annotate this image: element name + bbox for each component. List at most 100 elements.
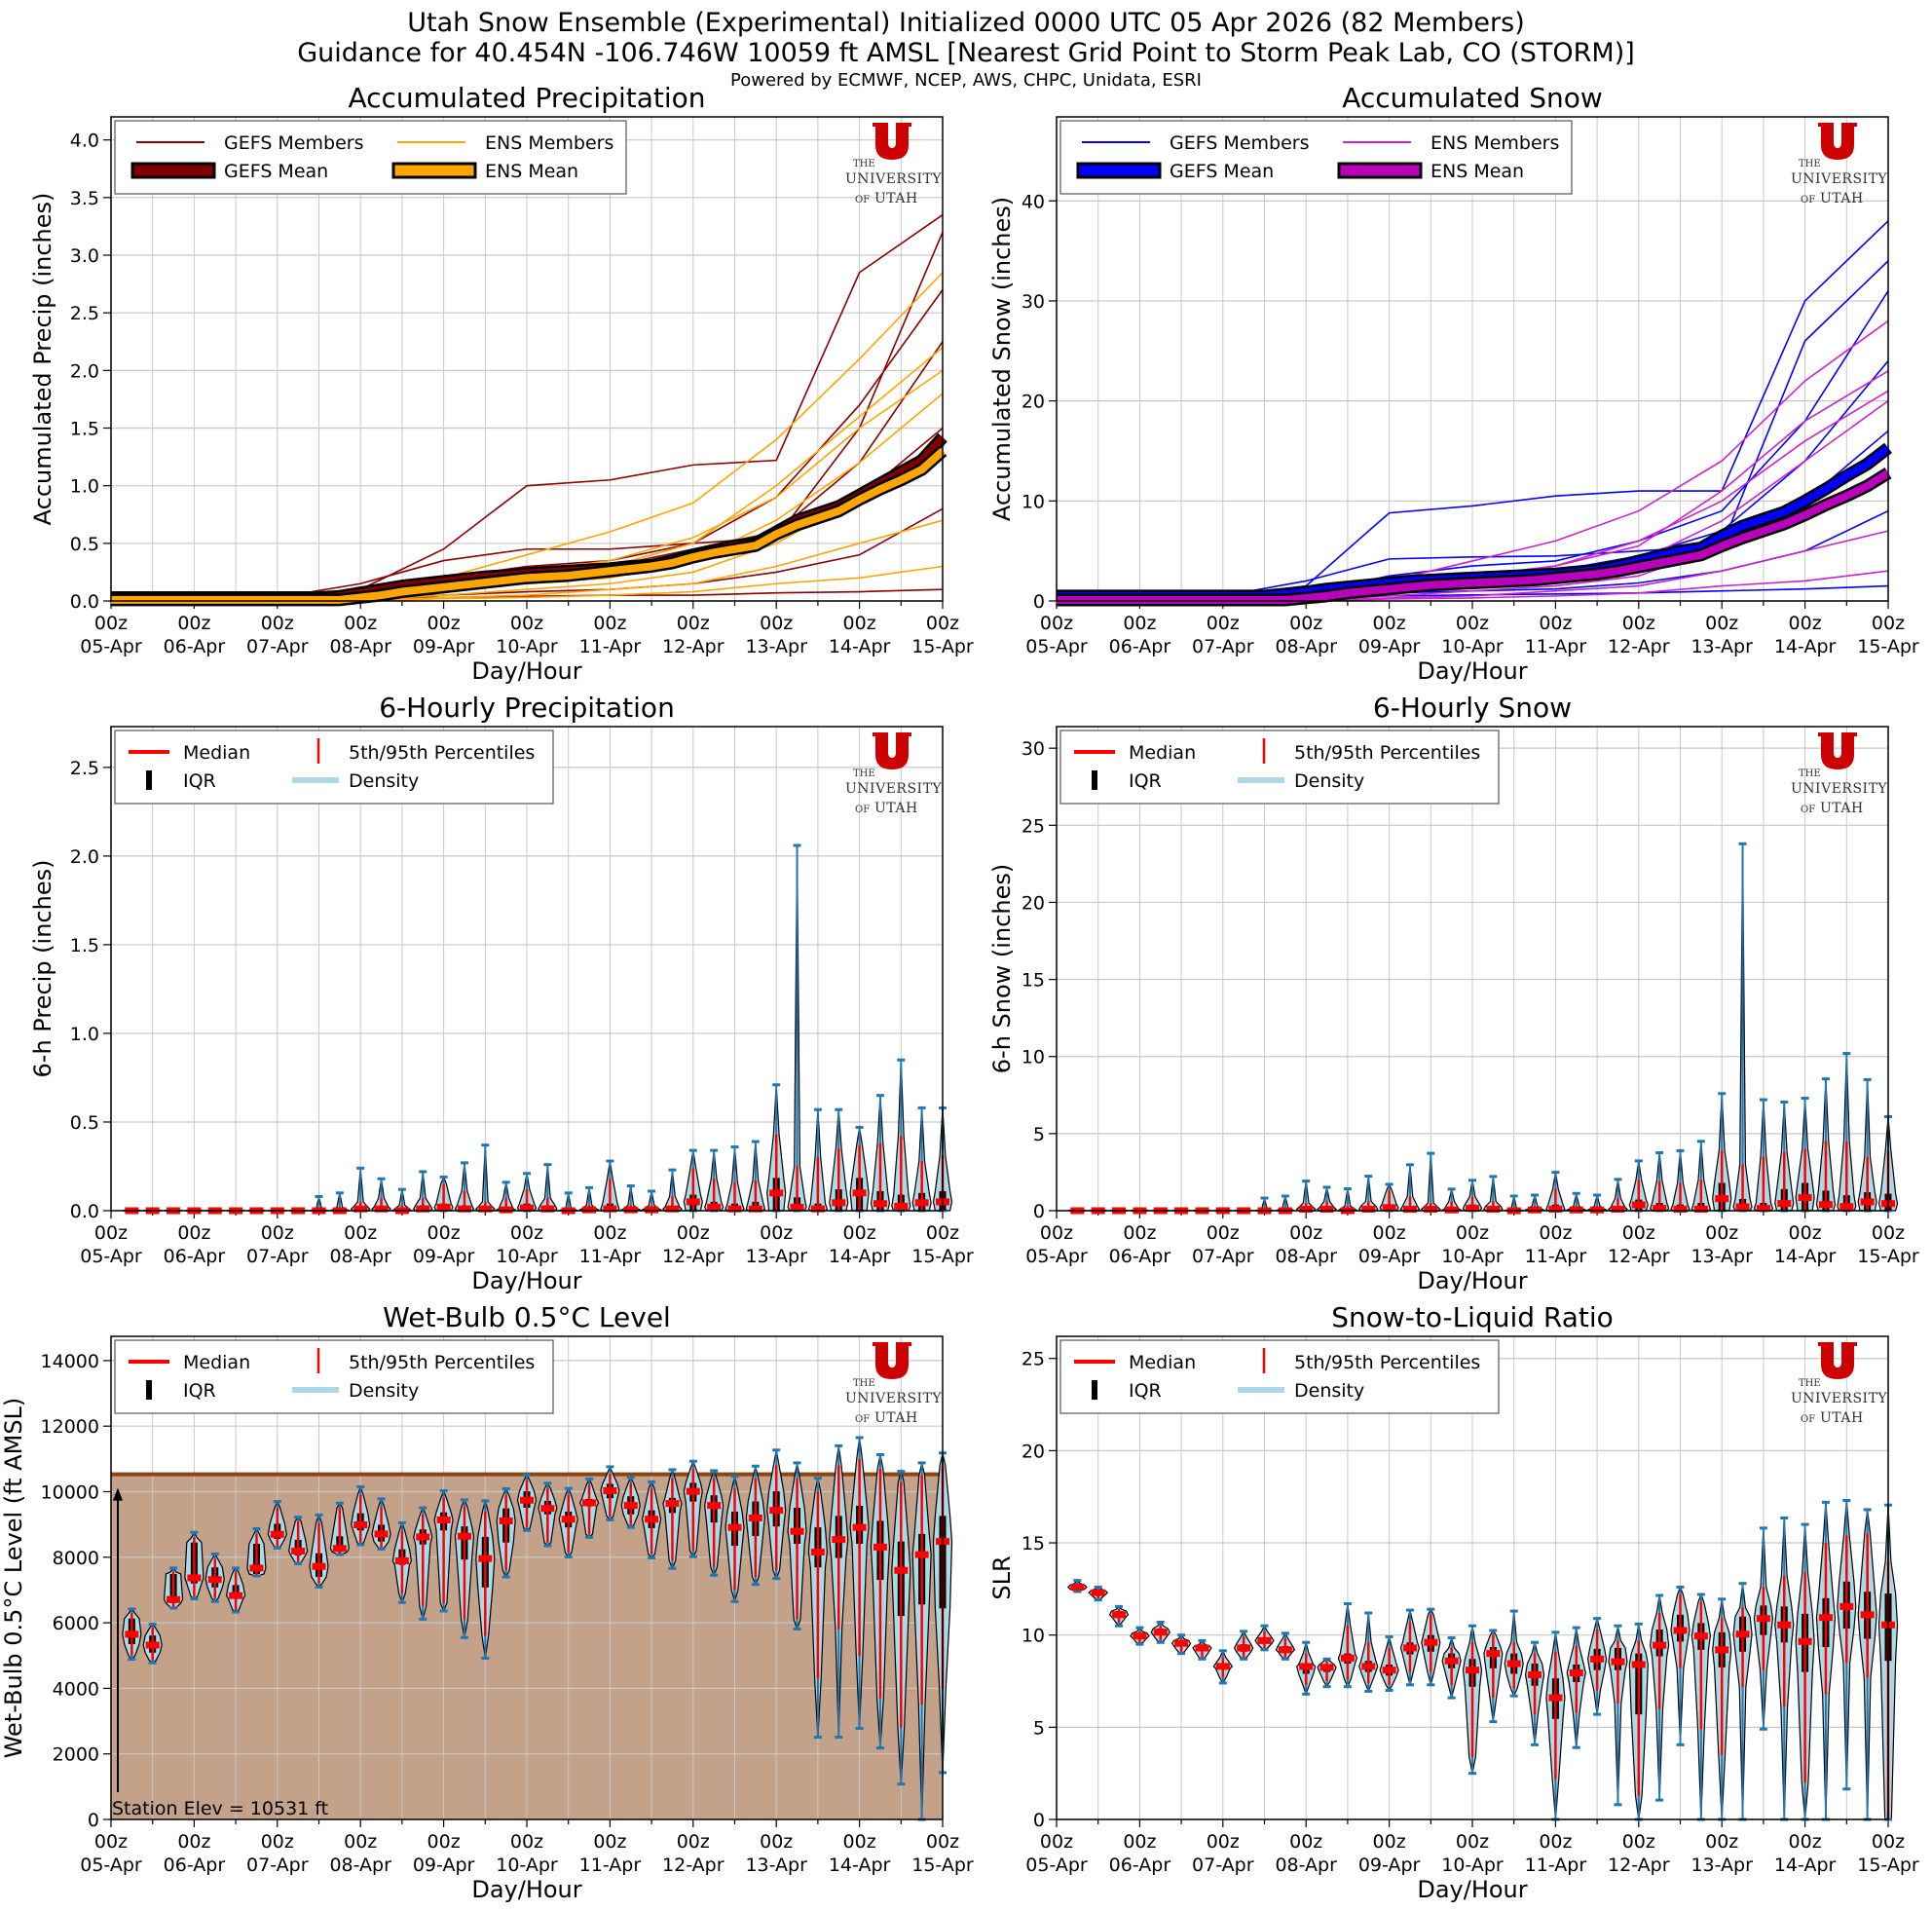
legend-box [114,1339,554,1414]
violin-median [1444,1206,1459,1214]
x-tick-label-day: 11-Apr [1525,636,1587,657]
legend-box [114,730,554,805]
y-tick-label: 2000 [53,1744,99,1766]
y-tick-label: 8000 [53,1548,99,1569]
violin-median [1715,1646,1729,1654]
x-tick-label-hour: 00z [1289,613,1322,634]
legend-label: Median [1129,742,1196,764]
violin-median [603,1205,617,1213]
legend-swatch-band [1076,162,1162,179]
legend-label: IQR [183,770,216,792]
y-tick-label: 25 [1022,815,1045,837]
y-tick-label: 40 [1022,191,1045,212]
violin-median [187,1574,202,1582]
violin-median [1299,1205,1314,1213]
x-tick-label-hour: 00z [1456,613,1489,634]
y-tick-label: 4.0 [70,131,99,152]
y-tick-label: 10000 [41,1482,99,1504]
x-tick-label-day: 10-Apr [496,636,558,657]
legend-iqr-swatch [146,770,152,790]
x-tick-label-day: 06-Apr [164,636,226,657]
violin-median [561,1516,576,1523]
x-axis-label: Day/Hour [1417,1876,1527,1903]
logo-u-icon [873,1342,911,1379]
y-tick-label: 0 [1033,1201,1045,1222]
axes-frame [110,726,944,1212]
x-tick-label-day: 13-Apr [1690,636,1753,657]
logo-text-utah: UTAH [874,801,918,816]
x-tick-label-day: 13-Apr [1690,1246,1753,1267]
x-tick-label-day: 12-Apr [662,1855,724,1876]
axes-frame [1056,1335,1889,1820]
violin-median [1653,1205,1667,1213]
violin-median [353,1205,368,1213]
violin-median [894,1566,909,1574]
logo-text-the: THE [1799,768,1821,779]
panel-title: Accumulated Precipitation [348,82,705,114]
violin-median [1486,1650,1501,1658]
x-tick-label-hour: 00z [1622,613,1655,634]
violin-median [1319,1664,1334,1671]
violin-median [1631,1661,1646,1668]
x-tick-label-day: 07-Apr [1192,1246,1254,1267]
logo-text-of: OF [1801,195,1815,206]
violin-median [1756,1615,1770,1623]
x-tick-label-hour: 00z [1789,613,1822,634]
violin-median [1777,1621,1792,1629]
violin-median [1756,1205,1770,1213]
violin-median [520,1204,534,1212]
panel-title: 6-Hourly Snow [1373,692,1572,724]
violin-median [270,1530,284,1538]
violin-median [914,1199,929,1207]
violin-median [478,1555,493,1562]
x-tick-label-day: 05-Apr [1025,1246,1088,1267]
x-tick-label-hour: 00z [427,1831,461,1853]
x-tick-label-day: 10-Apr [496,1855,558,1876]
x-tick-label-day: 09-Apr [413,1855,475,1876]
y-tick-label: 0 [1033,591,1045,613]
logo-text-utah: UTAH [1820,1410,1864,1426]
x-tick-label-day: 09-Apr [1358,1855,1421,1876]
logo-text-university: UNIVERSITY [1791,781,1887,797]
logo-text-university: UNIVERSITY [1791,1391,1887,1406]
x-tick-label-hour: 00z [760,1222,793,1244]
legend-swatch-band [130,162,216,179]
x-tick-label-day: 13-Apr [745,636,807,657]
x-tick-label-day: 12-Apr [1608,1855,1670,1876]
violin-median [416,1205,430,1213]
violin-median [207,1576,222,1584]
violin-median [1361,1205,1376,1213]
y-tick-label: 1.5 [70,419,99,440]
x-tick-label-hour: 00z [1123,1831,1156,1853]
logo-text-university: UNIVERSITY [845,1391,942,1406]
legend-label: 5th/95th Percentiles [1294,742,1480,764]
logo-u-icon [873,123,911,160]
legend-label: 5th/95th Percentiles [1294,1352,1480,1373]
mean-line [111,448,946,604]
x-tick-label-day: 13-Apr [745,1246,807,1267]
figure-credits: Powered by ECMWF, NCEP, AWS, CHPC, Unida… [730,70,1202,91]
violin-median [623,1206,638,1214]
violin-median [1590,1206,1605,1214]
violin-median [665,1205,680,1213]
logo-u-icon [1818,1342,1857,1379]
axes-frame [110,116,944,602]
violin-median [540,1505,555,1513]
violin-median [832,1199,846,1207]
violin-median [1319,1205,1334,1213]
violin-median [1777,1200,1792,1208]
panel-wetbulb: 0200040006000800010000120001400000z05-Ap… [0,1301,974,1903]
logo-text-the: THE [853,1378,875,1389]
violin-median [332,1545,347,1553]
x-tick-label-hour: 00z [1705,613,1738,634]
university-of-utah-logo: THE UNIVERSITY OF UTAH [1791,732,1887,816]
legend: GEFS Members ENS Members GEFS Mean ENS Mean [114,120,627,195]
x-tick-label-day: 08-Apr [1275,636,1337,657]
axes-frame [1056,726,1889,1212]
x-tick-label-hour: 00z [1705,1831,1738,1853]
x-tick-label-hour: 00z [1040,1831,1073,1853]
legend: Median 5th/95th Percentiles IQR Density [114,1339,554,1414]
x-axis-label: Day/Hour [471,657,581,685]
x-tick-label-day: 08-Apr [1275,1855,1337,1876]
violin-median [1693,1205,1708,1213]
